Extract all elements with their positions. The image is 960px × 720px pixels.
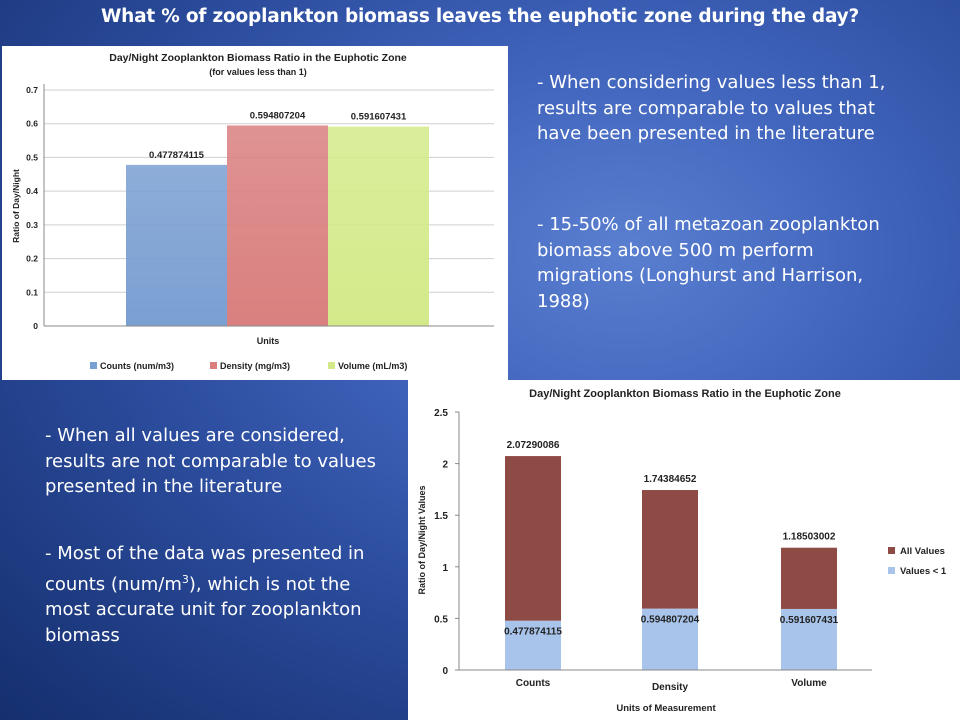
chart1-ytick-label: 0.4 [26, 186, 38, 196]
slide-title: What % of zooplankton biomass leaves the… [100, 6, 860, 27]
counts-unit-superscript: 3 [181, 572, 189, 586]
chart2-label-all-values: 2.07290086 [507, 440, 560, 451]
chart2-label-values-lt1: 0.591607431 [780, 615, 839, 626]
chart1-bar [227, 125, 328, 326]
all-values-text: - When all values are considered, result… [45, 425, 376, 497]
chart1-legend-swatch [210, 362, 217, 369]
chart2-label-values-lt1: 0.594807204 [641, 615, 700, 626]
chart2-title: Day/Night Zooplankton Biomass Ratio in t… [529, 388, 841, 400]
chart1-data-label: 0.477874115 [149, 150, 205, 161]
migration-literature-text: - 15-50% of all metazoan zooplankton bio… [537, 214, 880, 312]
chart2-bar-all-values [642, 490, 698, 609]
chart2-bar-all-values [781, 547, 837, 609]
chart2-ylabel: Ratio of Day/Night Values [417, 485, 427, 594]
chart1-legend-label: Counts (num/m3) [100, 361, 174, 371]
chart2-category-label: Volume [791, 678, 827, 689]
chart1-data-label: 0.594807204 [250, 110, 306, 121]
chart1-legend-label: Volume (mL/m3) [338, 361, 407, 371]
chart-panel-all-values: 2.07290086 0.477874115 Counts 1.74384652 0.5… [408, 380, 960, 720]
chart2-bar-values-lt1 [505, 620, 561, 670]
chart2-legend-swatch [888, 567, 895, 574]
chart1-xlabel: Units [257, 336, 280, 346]
chart1-ylabel: Ratio of Day/Night [11, 169, 21, 243]
chart1-title: Day/Night Zooplankton Biomass Ratio in t… [109, 52, 407, 64]
chart2-label-all-values: 1.18503002 [783, 532, 836, 543]
chart1-data-label: 0.591607431 [351, 112, 407, 123]
chart2-category-label: Counts [516, 678, 551, 689]
chart2-ytick-label: 1.5 [434, 511, 448, 522]
chart2-bar-all-values [505, 456, 561, 621]
comparable-values-text: - When considering values less than 1, r… [537, 72, 886, 144]
chart2-label-all-values: 1.74384652 [644, 474, 697, 485]
counts-unit-text-part2: ), which is not the most accurate unit f… [45, 573, 362, 646]
chart1-ytick-label: 0.2 [26, 254, 38, 264]
chart1-subtitle: (for values less than 1) [209, 67, 307, 77]
chart1-legend-swatch [90, 362, 97, 369]
chart2-category-label: Density [652, 682, 689, 693]
chart2-bar-values-lt1 [781, 608, 837, 670]
chart2-legend-label: All Values [900, 546, 945, 557]
chart1-ytick-label: 0.1 [26, 287, 38, 297]
chart1-ytick-label: 0 [33, 321, 38, 331]
chart2-ytick-label: 2 [442, 460, 448, 471]
chart2-xlabel: Units of Measurement [616, 703, 716, 714]
chart1-ytick-label: 0.6 [26, 119, 38, 129]
chart2-ytick-label: 2.5 [434, 408, 448, 419]
chart1-bar [328, 126, 429, 326]
chart1-ytick-label: 0.5 [26, 152, 38, 162]
chart1-ytick-label: 0.3 [26, 220, 38, 230]
chart-all-values: 2.07290086 0.477874115 Counts 1.74384652 0.5… [417, 388, 947, 714]
chart2-ytick-label: 1 [442, 563, 448, 574]
chart2-ytick-label: 0 [442, 666, 448, 677]
chart2-legend-label: Values < 1 [900, 566, 947, 577]
chart1-legend-label: Density (mg/m3) [220, 361, 290, 371]
chart2-bar-values-lt1 [642, 608, 698, 670]
chart2-legend-swatch [888, 547, 895, 554]
chart-panel-less-than-one: 0.477874115 0.594807204 0.591607431 0 0.1 0.… [2, 46, 508, 380]
counts-unit-text: - Most of the data was presented in coun… [45, 541, 385, 648]
counts-unit-text-part1: - Most of the data was presented in coun… [45, 543, 365, 595]
chart1-ytick-label: 0.7 [26, 85, 38, 95]
chart2-label-values-lt1: 0.477874115 [504, 627, 562, 638]
chart2-ytick-label: 0.5 [434, 614, 448, 625]
chart1-legend-swatch [328, 362, 335, 369]
chart-less-than-one: 0.477874115 0.594807204 0.591607431 0 0.1 0.… [11, 52, 494, 371]
chart1-bar [126, 164, 227, 326]
